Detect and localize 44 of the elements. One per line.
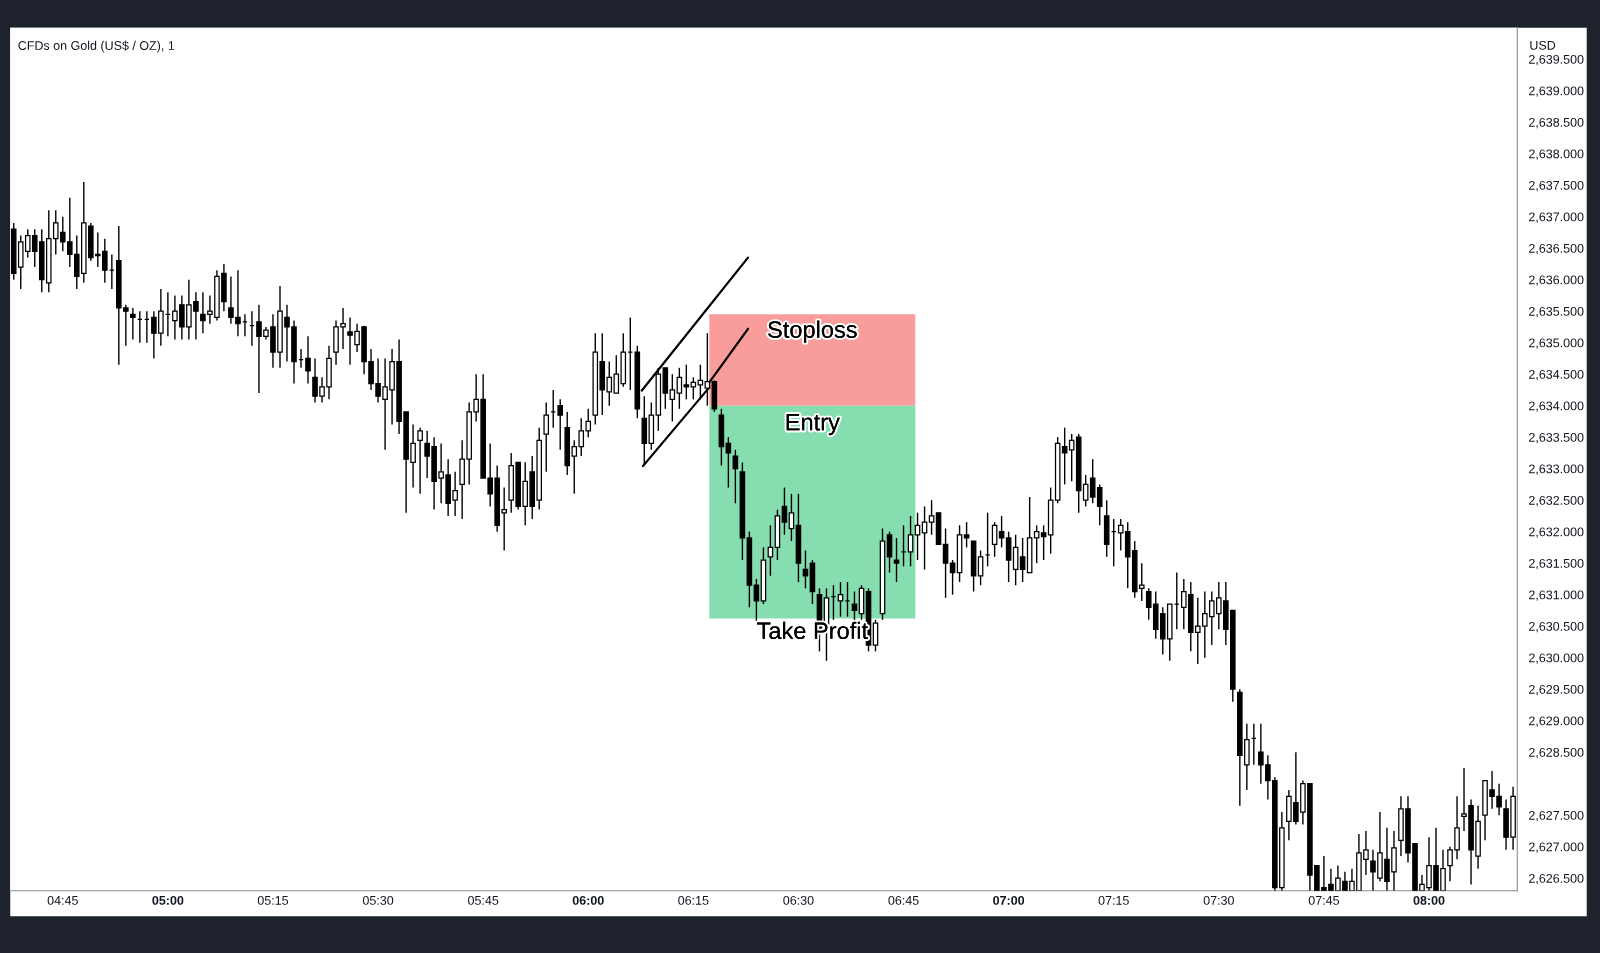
x-tick-label: 08:00: [1413, 895, 1445, 905]
y-tick-label: 2,638.500: [1529, 117, 1584, 129]
text: CFDs on Gold (US$ / OZ), 1: [18, 40, 175, 53]
y-axis-title: USD: [1530, 40, 1556, 50]
x-tick-label: 05:30: [362, 895, 394, 905]
y-tick-label: 2,631.000: [1529, 590, 1584, 601]
y-tick-label: 2,637.500: [1529, 180, 1584, 192]
y-tick-label: 2,629.500: [1529, 684, 1584, 696]
y-tick-label: 2,639.500: [1529, 54, 1584, 66]
y-tick-label: 2,638.000: [1529, 149, 1584, 160]
y-tick-label: 2,627.000: [1529, 842, 1584, 853]
annotation: Stoploss: [768, 320, 857, 343]
y-tick-label: 2,630.500: [1529, 621, 1584, 633]
annotation: Entry: [786, 414, 840, 436]
x-tick-label: 07:30: [1203, 895, 1234, 905]
y-tick-label: 2,631.500: [1529, 558, 1584, 570]
x-tick-label: 05:45: [468, 895, 499, 905]
y-tick-label: 2,634.000: [1529, 401, 1584, 412]
y-tick-label: 2,636.000: [1529, 275, 1584, 286]
y-tick-label: 2,627.500: [1529, 810, 1584, 822]
x-tick-label: 05:00: [152, 895, 184, 905]
y-tick-label: 2,639.000: [1529, 86, 1584, 97]
y-tick-label: 2,626.500: [1529, 873, 1584, 885]
y-tick-label: 2,634.500: [1529, 369, 1584, 381]
y-tick-label: 2,630.000: [1529, 653, 1584, 664]
x-tick-label: 07:15: [1098, 895, 1129, 905]
x-tick-label: 06:15: [678, 895, 709, 905]
x-tick-label: 07:45: [1308, 895, 1340, 905]
y-tick-label: 2,632.000: [1529, 527, 1584, 538]
y-tick-label: 2,635.000: [1529, 338, 1584, 349]
y-tick-label: 2,635.500: [1529, 306, 1584, 318]
y-tick-label: 2,636.500: [1529, 243, 1584, 255]
x-tick-label: 06:30: [783, 895, 814, 905]
y-tick-label: 2,629.000: [1529, 716, 1584, 727]
x-tick-label: 04:45: [47, 895, 78, 905]
y-tick-label: 2,632.500: [1529, 495, 1584, 507]
x-tick-label: 05:15: [257, 895, 289, 905]
x-tick-label: 06:00: [572, 895, 604, 905]
y-tick-label: 2,637.000: [1529, 212, 1584, 223]
x-tick-label: 07:00: [993, 895, 1025, 905]
y-tick-label: 2,628.500: [1529, 747, 1584, 759]
y-tick-label: 2,633.500: [1529, 432, 1584, 444]
y-tick-label: 2,633.000: [1529, 464, 1584, 475]
x-tick-label: 06:45: [888, 895, 919, 905]
